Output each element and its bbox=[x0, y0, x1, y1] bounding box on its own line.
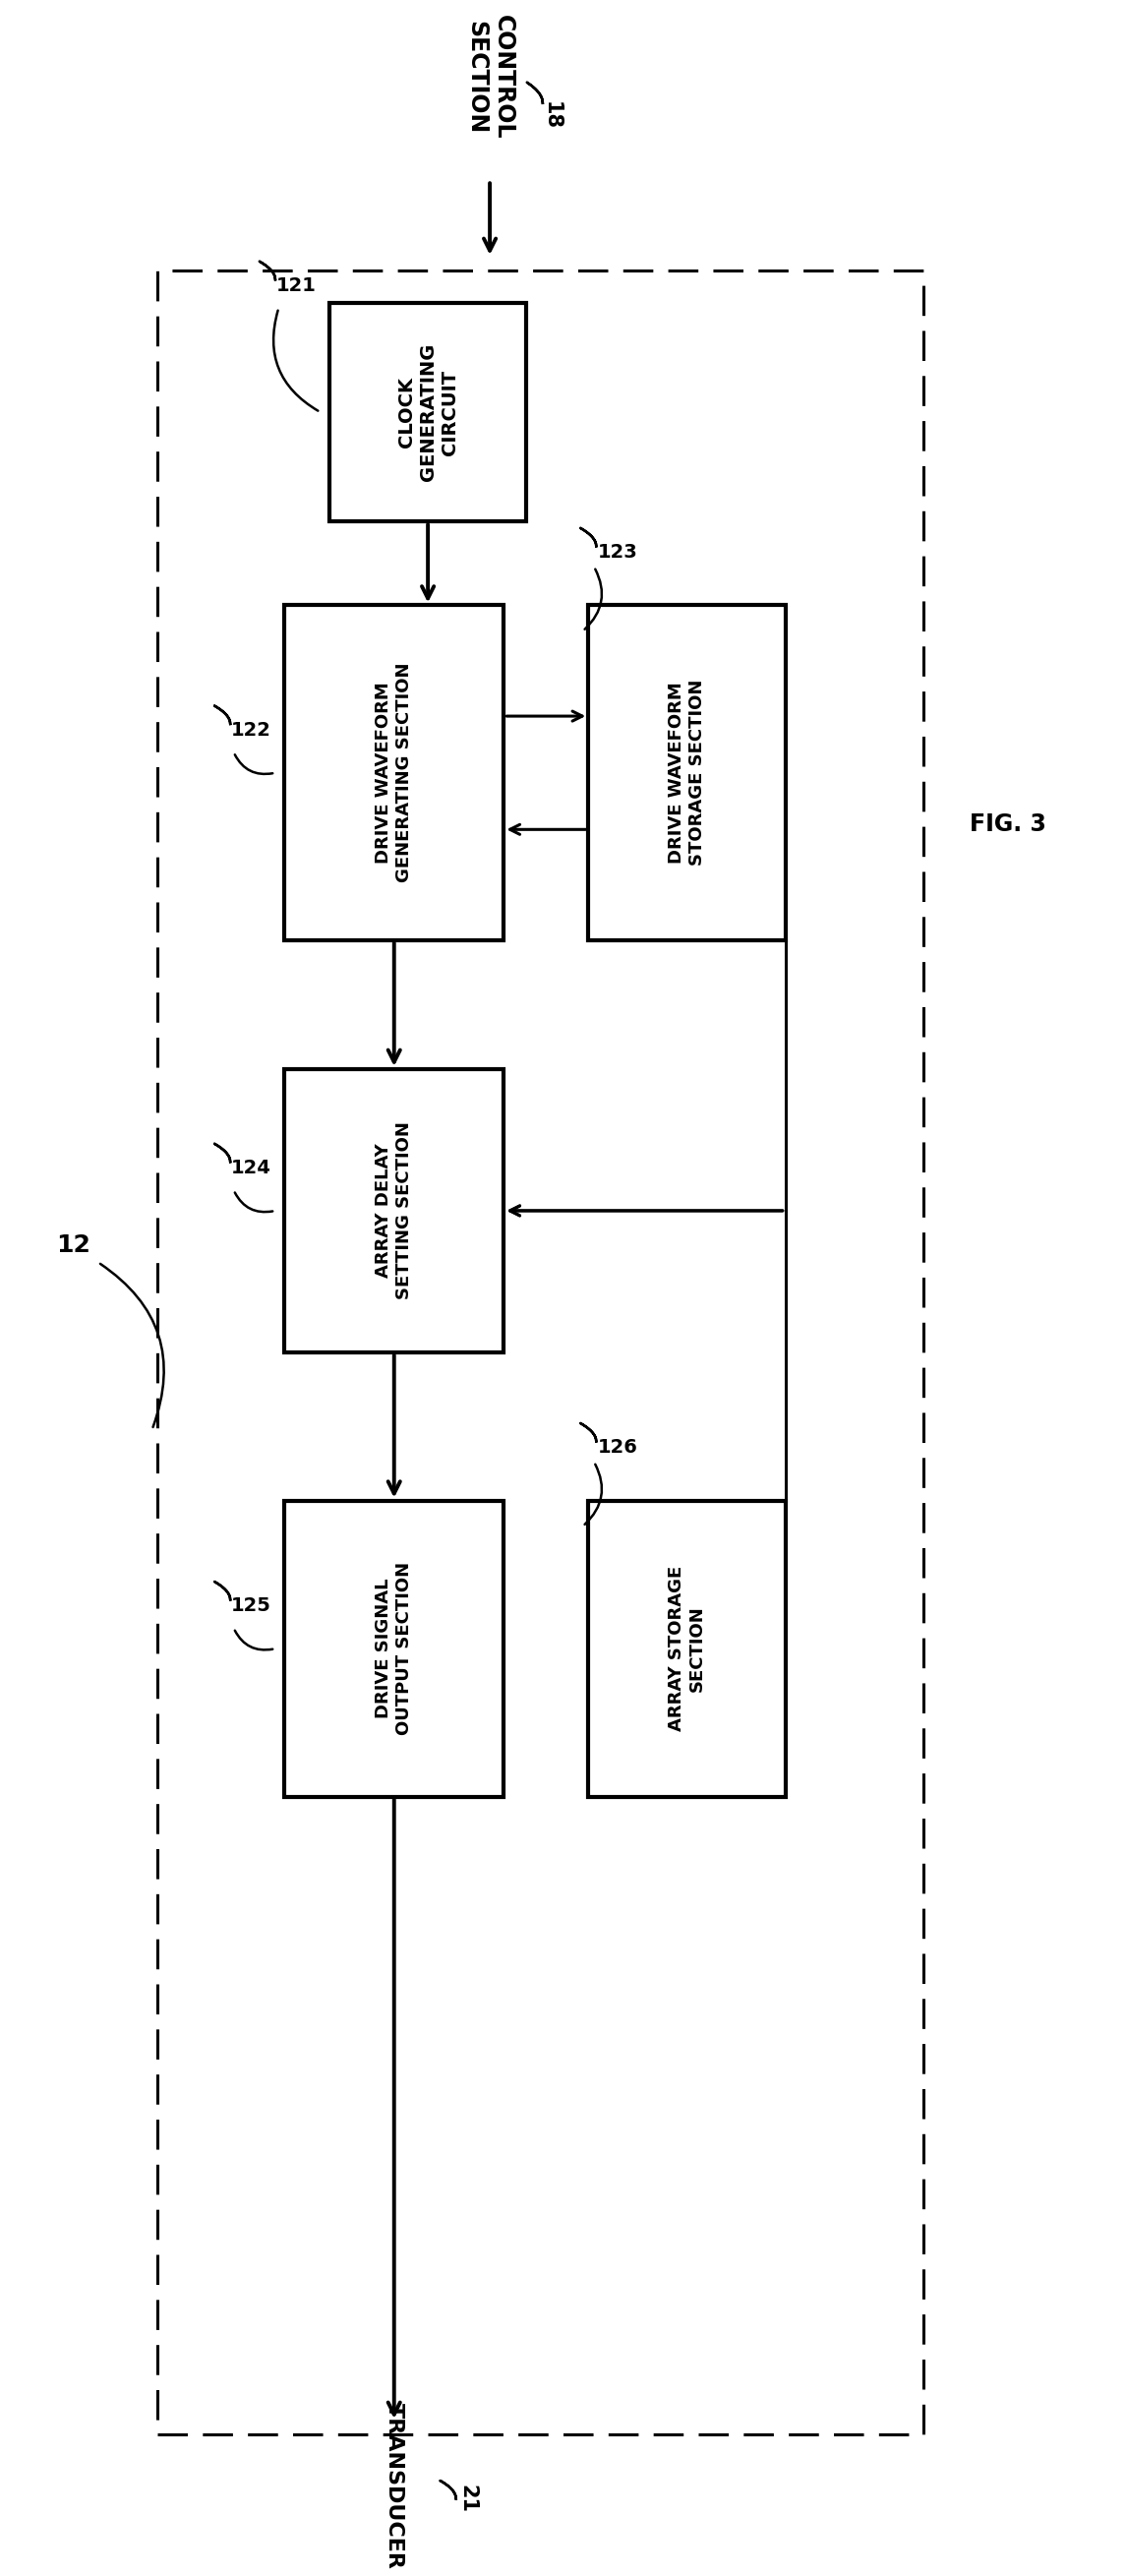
Text: 21: 21 bbox=[457, 2483, 477, 2514]
Text: ARRAY DELAY
SETTING SECTION: ARRAY DELAY SETTING SECTION bbox=[375, 1121, 413, 1301]
Text: 124: 124 bbox=[231, 1159, 271, 1177]
Bar bbox=[588, 1499, 786, 1798]
Text: FIG. 3: FIG. 3 bbox=[969, 811, 1046, 837]
Text: DRIVE WAVEFORM
STORAGE SECTION: DRIVE WAVEFORM STORAGE SECTION bbox=[668, 680, 706, 866]
Text: 18: 18 bbox=[542, 100, 562, 131]
Text: CLOCK
GENERATING
CIRCUIT: CLOCK GENERATING CIRCUIT bbox=[396, 343, 459, 482]
Text: ARRAY STORAGE
SECTION: ARRAY STORAGE SECTION bbox=[668, 1566, 706, 1731]
Text: DRIVE SIGNAL
OUTPUT SECTION: DRIVE SIGNAL OUTPUT SECTION bbox=[375, 1561, 413, 1736]
Text: 121: 121 bbox=[276, 276, 316, 296]
Text: 12: 12 bbox=[56, 1234, 90, 1257]
Bar bbox=[284, 1069, 503, 1352]
Bar bbox=[158, 270, 923, 2434]
Text: 125: 125 bbox=[231, 1597, 271, 1615]
Bar bbox=[329, 301, 526, 520]
Bar bbox=[588, 605, 786, 940]
Bar bbox=[284, 1499, 503, 1798]
Text: CONTROL
SECTION: CONTROL SECTION bbox=[464, 15, 516, 139]
Bar bbox=[284, 605, 503, 940]
Text: 123: 123 bbox=[597, 544, 637, 562]
Text: DRIVE WAVEFORM
GENERATING SECTION: DRIVE WAVEFORM GENERATING SECTION bbox=[375, 662, 413, 884]
Text: 122: 122 bbox=[231, 721, 271, 739]
Text: 126: 126 bbox=[597, 1437, 637, 1455]
Text: TRANSDUCER: TRANSDUCER bbox=[384, 2403, 404, 2568]
